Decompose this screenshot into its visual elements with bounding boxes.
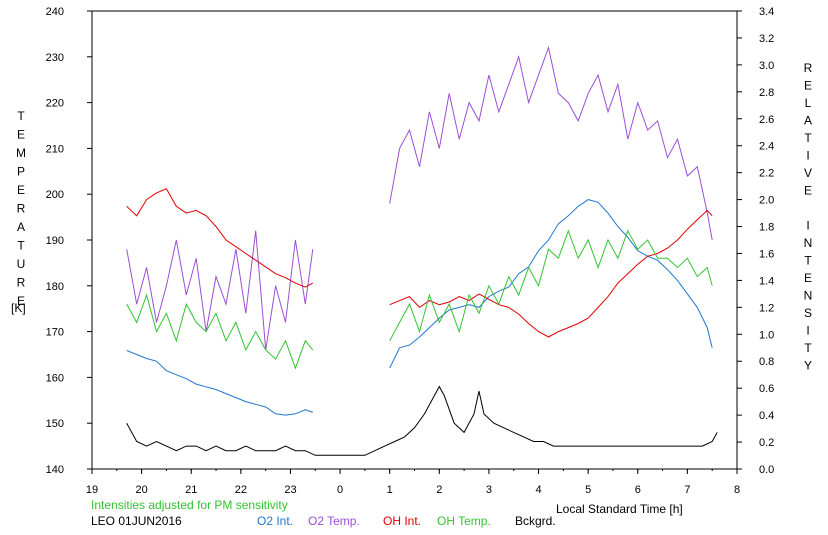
x-tick-label: 7 [684,484,690,496]
y-right-tick-label: 0.4 [759,410,774,422]
right-axis-label-letter: I [806,149,809,163]
x-tick-label: 3 [486,484,492,496]
left-axis-label-letter: R [17,202,26,216]
x-tick-label: 21 [185,484,197,496]
right-axis-label-letter: A [804,114,812,128]
y-right-tick-label: 0.6 [759,383,774,395]
right-axis-label-letter: V [804,166,812,180]
right-axis-label-letter: T [804,341,812,355]
y-right-tick-label: 2.2 [759,168,774,180]
x-tick-label: 20 [135,484,147,496]
y-right-tick-label: 0.0 [759,464,774,476]
y-left-tick-label: 170 [46,327,64,339]
series-line-oh-int-1 [389,209,713,338]
y-left-tick-label: 190 [46,235,64,247]
series-line-oh-temp-1 [389,229,713,342]
y-right-tick-label: 1.8 [759,222,774,234]
series-line-o2-temp-1 [389,45,713,241]
legend-bckgrd: Bckgrd. [515,514,556,528]
x-tick-label: 4 [535,484,541,496]
x-tick-label: 1 [387,484,393,496]
y-left-tick-label: 150 [46,418,64,430]
y-right-tick-label: 3.4 [759,6,774,18]
y-right-tick-label: 0.8 [759,356,774,368]
y-left-tick-label: 240 [46,6,64,18]
right-axis-label-letter: N [804,236,813,250]
left-axis-label-letter: R [17,276,26,290]
y-right-tick-label: 3.0 [759,60,774,72]
y-left-tick-label: 160 [46,372,64,384]
y-right-tick-label: 2.4 [759,141,774,153]
right-axis-label-letter: N [804,289,813,303]
y-left-tick-label: 200 [46,189,64,201]
x-tick-label: 8 [734,484,740,496]
x-tick-label: 5 [585,484,591,496]
x-axis-label: Local Standard Time [h] [556,502,683,516]
station-date: LEO 01JUN2016 [91,514,182,528]
left-axis-unit: [K] [11,301,26,315]
y-left-tick-label: 180 [46,281,64,293]
y-right-tick-label: 2.6 [759,114,774,126]
left-axis-label-letter: U [17,257,26,271]
y-right-tick-label: 1.4 [759,275,774,287]
right-axis-label-letter: E [804,271,812,285]
series-line-oh-temp-0 [126,293,314,370]
right-axis-label-letter: Y [804,359,812,373]
y-right-tick-label: 1.2 [759,302,774,314]
right-axis-label-letter: L [805,96,812,110]
y-right-tick-label: 2.0 [759,195,774,207]
left-axis-label-letter: T [17,109,25,123]
right-axis-label-letter: T [804,254,812,268]
series-line-bckgrd-0 [126,385,718,456]
y-left-tick-label: 140 [46,464,64,476]
x-tick-label: 2 [436,484,442,496]
legend-o2-temp: O2 Temp. [308,514,360,528]
legend-oh-temp: OH Temp. [437,514,491,528]
y-right-tick-label: 0.2 [759,437,774,449]
right-axis-label-letter: I [806,324,809,338]
x-tick-label: 22 [235,484,247,496]
y-left-tick-label: 210 [46,143,64,155]
y-right-tick-label: 1.6 [759,248,774,260]
y-right-tick-label: 3.2 [759,33,774,45]
left-axis-label-letter: M [16,146,26,160]
x-tick-label: 0 [337,484,343,496]
legend-oh-int: OH Int. [383,514,421,528]
left-axis-label-letter: E [17,183,25,197]
right-axis-label-letter: E [804,79,812,93]
left-axis-label-letter: E [17,128,25,142]
series-line-oh-int-0 [126,188,314,288]
right-axis-label-letter: T [804,131,812,145]
left-axis-label-letter: P [17,165,25,179]
right-axis-label-letter: I [806,219,809,233]
x-tick-label: 19 [86,484,98,496]
series-line-o2-int-0 [126,350,313,416]
x-tick-label: 23 [284,484,296,496]
left-axis-label-letter: T [17,239,25,253]
y-right-tick-label: 2.8 [759,87,774,99]
legend-o2-int: O2 Int. [257,514,293,528]
right-axis-label-letter: E [804,184,812,198]
y-left-tick-label: 230 [46,52,64,64]
right-axis-label-letter: S [804,306,812,320]
axis-ticks: 19 20 21 22 23 0 1 2 3 4 5 6 7 8140150160170180190200… [46,6,775,496]
y-left-tick-label: 220 [46,98,64,110]
series-layer [126,45,718,456]
left-axis-label-letter: A [17,220,25,234]
x-tick-label: 6 [635,484,641,496]
sensitivity-note: Intensities adjusted for PM sensitivity [91,498,288,512]
right-axis-label-letter: R [804,61,813,75]
y-right-tick-label: 1.0 [759,329,774,341]
series-line-o2-temp-0 [126,230,314,350]
left-axis-label-letter: E [17,294,25,308]
